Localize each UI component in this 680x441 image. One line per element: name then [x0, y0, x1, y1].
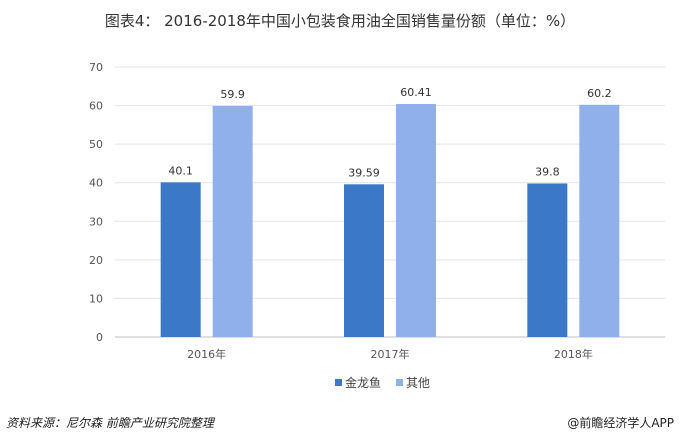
source-note: 资料来源：尼尔森 前瞻产业研究院整理: [6, 416, 214, 430]
bar-金龙鱼: [160, 182, 201, 337]
x-tick-label: 2018年: [554, 347, 593, 361]
y-tick-label: 30: [89, 215, 103, 228]
y-tick-label: 70: [89, 61, 103, 74]
data-label: 39.8: [535, 165, 560, 178]
legend-swatch: [335, 379, 342, 386]
y-tick-label: 20: [89, 254, 103, 267]
x-tick-label: 2017年: [371, 347, 410, 361]
data-label: 59.9: [220, 88, 245, 101]
bar-其他: [212, 105, 253, 337]
data-label: 60.41: [400, 86, 432, 99]
bar-其他: [396, 103, 436, 338]
y-tick-label: 10: [89, 292, 103, 305]
data-label: 39.59: [348, 166, 380, 179]
data-label: 40.1: [168, 164, 193, 177]
data-label: 60.2: [587, 87, 612, 100]
credit-note: @前瞻经济学人APP: [567, 416, 674, 430]
x-tick-label: 2016年: [187, 347, 226, 361]
y-tick-label: 0: [96, 331, 103, 344]
chart-title: 图表4： 2016-2018年中国小包装食用油全国销售量份额（单位：%）: [104, 12, 576, 30]
bar-金龙鱼: [527, 183, 568, 337]
legend-label: 其他: [406, 376, 430, 390]
bar-金龙鱼: [344, 184, 384, 337]
legend-label: 金龙鱼: [345, 375, 381, 390]
bar-其他: [579, 104, 620, 337]
y-tick-label: 40: [89, 177, 103, 190]
legend-swatch: [396, 379, 403, 386]
y-tick-label: 50: [89, 138, 103, 151]
y-tick-label: 60: [89, 100, 103, 113]
